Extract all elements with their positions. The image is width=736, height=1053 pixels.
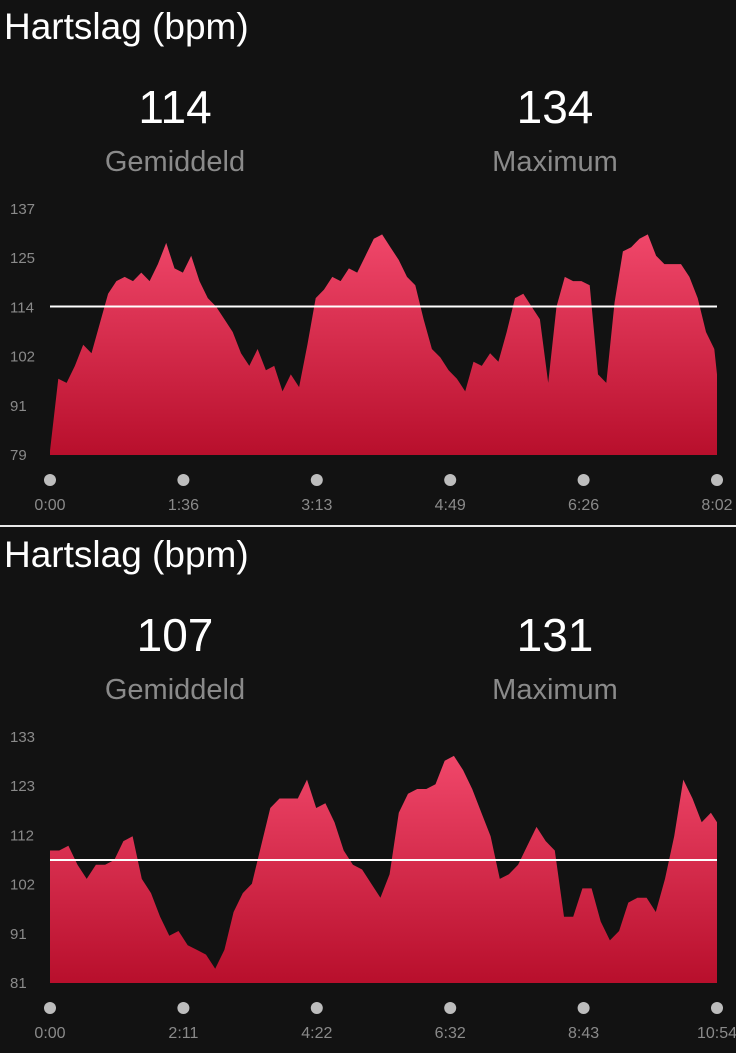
x-tick-marker <box>177 1002 190 1014</box>
x-tick-marker <box>577 474 590 486</box>
maximum-label: Maximum <box>492 146 618 178</box>
x-tick-label: 4:49 <box>435 497 466 514</box>
maximum-value: 134 <box>516 81 594 133</box>
x-tick-label: 8:02 <box>701 497 732 514</box>
y-tick-label: 133 <box>10 729 35 746</box>
panel-title: Hartslag (bpm) <box>4 6 249 47</box>
heart-rate-chart-2: 133 123 112 102 91 81 0:00 2:11 4:22 6:32 8:43 10:5… <box>10 729 736 1042</box>
x-tick-label: 3:13 <box>301 497 332 514</box>
y-tick-label: 137 <box>10 201 35 218</box>
y-tick-label: 123 <box>10 778 35 795</box>
x-tick-marker <box>310 474 323 486</box>
panel-title: Hartslag (bpm) <box>4 534 249 575</box>
y-tick-label: 81 <box>10 975 27 992</box>
x-tick-label: 0:00 <box>34 1025 65 1042</box>
y-tick-label: 91 <box>10 398 27 415</box>
x-tick-label: 8:43 <box>568 1025 599 1042</box>
y-tick-label: 91 <box>10 926 27 943</box>
average-value: 114 <box>138 81 212 133</box>
heart-rate-chart-1: 137 125 114 102 91 79 0:00 1:36 3:13 4:49 6:26 8:02 <box>10 201 733 514</box>
heart-rate-area <box>50 234 717 455</box>
x-tick-label: 10:54 <box>697 1025 736 1042</box>
x-tick-marker <box>177 474 190 486</box>
x-tick-label: 4:22 <box>301 1025 332 1042</box>
maximum-value: 131 <box>516 609 594 661</box>
y-tick-label: 112 <box>10 827 34 844</box>
x-tick-label: 2:11 <box>168 1025 198 1042</box>
x-tick-marker <box>444 474 457 486</box>
x-tick-marker <box>444 1002 457 1014</box>
average-value: 107 <box>136 609 214 661</box>
y-tick-label: 79 <box>10 447 27 464</box>
x-tick-label: 6:32 <box>435 1025 466 1042</box>
x-tick-marker <box>577 1002 590 1014</box>
maximum-label: Maximum <box>492 674 618 706</box>
x-tick-marker <box>44 1002 56 1014</box>
heart-rate-panel-2: Hartslag (bpm) 107 Gemiddeld 131 Maximum… <box>0 528 736 1053</box>
heart-rate-area <box>50 755 717 983</box>
x-tick-label: 1:36 <box>168 497 199 514</box>
y-tick-label: 114 <box>10 299 34 316</box>
x-tick-label: 6:26 <box>568 497 599 514</box>
average-label: Gemiddeld <box>104 674 246 706</box>
average-label: Gemiddeld <box>104 146 246 178</box>
x-tick-marker <box>711 474 723 486</box>
x-tick-label: 0:00 <box>34 497 65 514</box>
heart-rate-panel-1: Hartslag (bpm) 114 Gemiddeld 134 Maximum… <box>0 0 736 525</box>
panel-divider <box>0 525 736 527</box>
y-tick-label: 125 <box>10 250 35 267</box>
y-tick-label: 102 <box>10 349 35 366</box>
x-tick-marker <box>310 1002 323 1014</box>
y-tick-label: 102 <box>10 877 35 894</box>
x-tick-marker <box>44 474 56 486</box>
x-tick-marker <box>711 1002 723 1014</box>
